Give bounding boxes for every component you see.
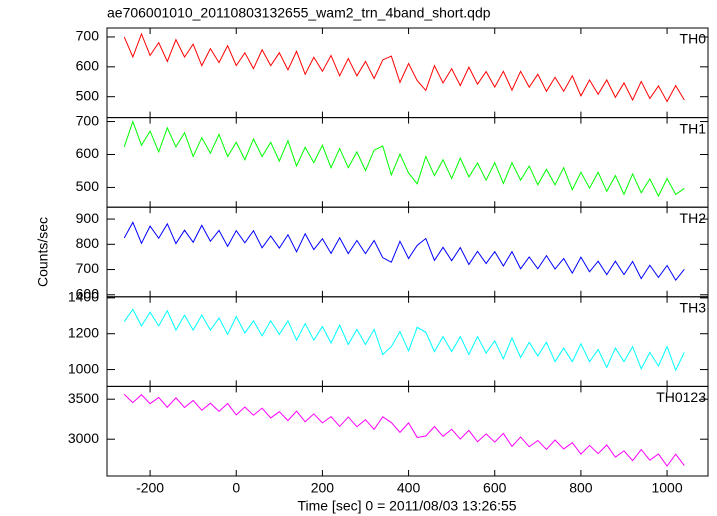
chart-title: ae706001010_20110803132655_wam2_trn_4ban… — [107, 5, 491, 21]
y-tick-label: 3000 — [68, 430, 99, 446]
y-tick-label: 600 — [76, 285, 100, 301]
panel-frame — [106, 117, 709, 208]
data-line — [123, 32, 685, 103]
data-line — [123, 120, 685, 198]
y-tick-label: 500 — [76, 87, 100, 103]
data-line — [123, 221, 685, 282]
y-tick-label: 600 — [76, 58, 100, 74]
y-tick-label: 3500 — [68, 390, 99, 406]
y-tick-label: 700 — [76, 260, 100, 276]
y-tick-label: 1000 — [68, 360, 99, 376]
y-axis-label: Counts/sec — [35, 217, 51, 287]
panel-label: TH3 — [680, 300, 707, 316]
panel-label: TH2 — [680, 210, 707, 226]
x-tick-label: 800 — [569, 480, 593, 496]
panel-label: TH0 — [680, 31, 707, 47]
y-tick-label: 1200 — [68, 324, 99, 340]
panel-clip-group — [123, 308, 685, 372]
x-tick-label: 200 — [311, 480, 335, 496]
x-tick-label: 0 — [232, 480, 240, 496]
x-tick-label: 600 — [483, 480, 507, 496]
y-tick-label: 700 — [76, 112, 100, 128]
x-tick-label: 400 — [397, 480, 421, 496]
y-tick-label: 700 — [76, 28, 100, 44]
y-tick-label: 900 — [76, 210, 100, 226]
panel-frame — [106, 296, 709, 387]
panel-clip-group — [123, 120, 685, 198]
x-tick-label: 1000 — [651, 480, 682, 496]
panel-clip-group — [123, 32, 685, 103]
y-tick-label: 800 — [76, 235, 100, 251]
panel-label: TH1 — [680, 120, 707, 136]
panel-label: TH0123 — [656, 389, 706, 405]
panel-frame — [106, 385, 709, 477]
x-tick-label: -200 — [136, 480, 164, 496]
y-tick-label: 500 — [76, 178, 100, 194]
y-tick-label: 600 — [76, 145, 100, 161]
x-axis-label: Time [sec] 0 = 2011/08/03 13:26:55 — [297, 498, 516, 514]
panel-frame — [106, 206, 709, 298]
data-line — [123, 394, 685, 467]
panel-frame — [106, 27, 709, 119]
data-line — [123, 308, 685, 372]
y-tick-label: 1400 — [68, 289, 99, 305]
panel-clip-group — [123, 221, 685, 282]
panel-clip-group — [123, 394, 685, 467]
